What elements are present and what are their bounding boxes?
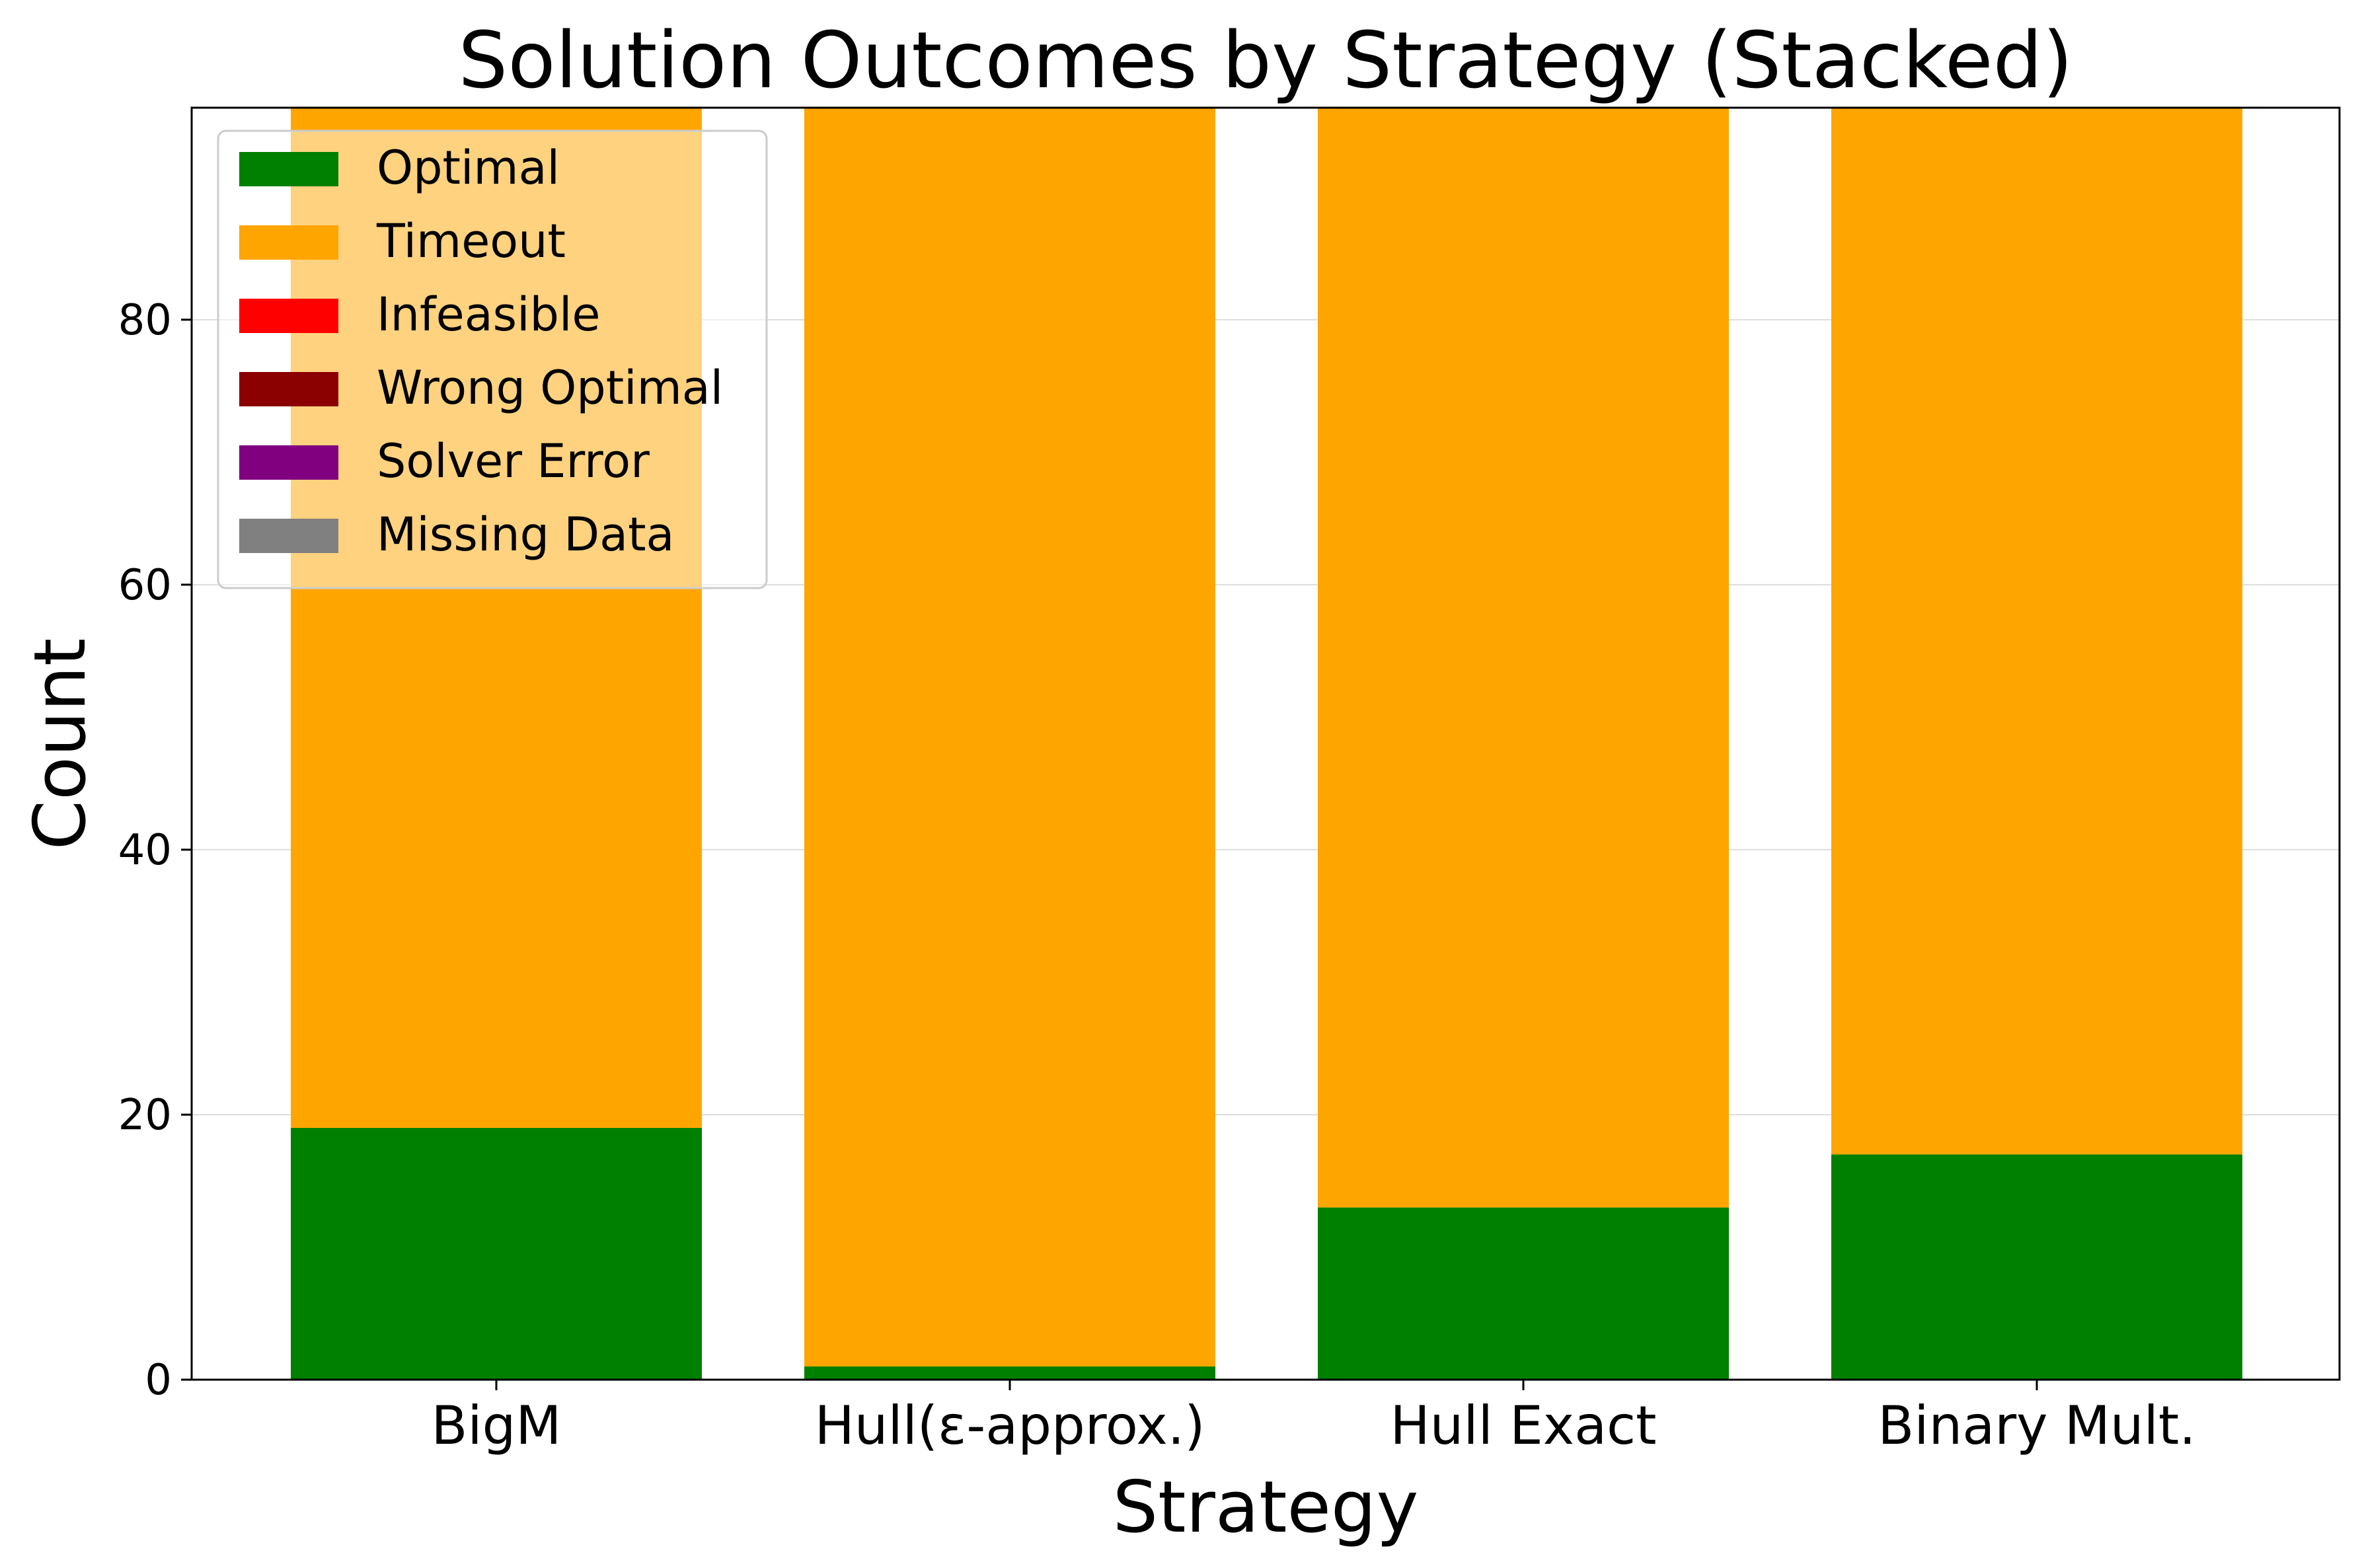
y-axis-label: Count [19, 638, 102, 850]
legend-label: Wrong Optimal [377, 361, 723, 415]
legend-swatch [239, 519, 338, 553]
legend-label: Infeasible [377, 287, 600, 342]
x-tick-label: Binary Mult. [1878, 1395, 2195, 1456]
x-axis: BigM Hull(ε-approx.) Hull Exact Binary Mult… [432, 1380, 2196, 1456]
bar-timeout-3 [1831, 108, 2242, 1155]
legend-label: Optimal [377, 141, 560, 195]
bar-optimal-3 [1831, 1154, 2242, 1380]
legend-label: Missing Data [377, 507, 674, 562]
x-axis-label: Strategy [1113, 1466, 1419, 1549]
y-tick-label: 40 [118, 826, 172, 875]
legend: Optimal Timeout Infeasible Wrong Optimal Sol… [217, 130, 768, 589]
legend-swatch [239, 225, 338, 260]
legend-label: Solver Error [377, 434, 650, 488]
legend-label: Timeout [376, 214, 566, 268]
legend-frame [217, 130, 768, 589]
bar-optimal-0 [291, 1128, 702, 1380]
y-tick-label: 0 [145, 1356, 172, 1405]
bar-optimal-1 [804, 1366, 1215, 1380]
y-tick-label: 80 [118, 296, 172, 345]
y-axis: 0 20 40 60 80 [118, 296, 192, 1405]
plot-area-frame [190, 106, 2341, 1381]
x-tick-label: Hull Exact [1390, 1395, 1656, 1456]
bar-timeout-1 [804, 108, 1215, 1366]
bar-optimal-2 [1318, 1207, 1729, 1380]
x-tick-label: Hull(ε-approx.) [815, 1395, 1205, 1456]
legend-swatch [239, 372, 338, 406]
x-tick-label: BigM [432, 1395, 562, 1456]
legend-swatch [239, 445, 338, 480]
chart-title: Solution Outcomes by Strategy (Stacked) [458, 15, 2073, 106]
bar-timeout-2 [1318, 108, 1729, 1208]
y-tick-label: 60 [118, 561, 172, 610]
legend-swatch [239, 299, 338, 333]
legend-swatch [239, 152, 338, 186]
y-tick-label: 20 [118, 1091, 172, 1140]
